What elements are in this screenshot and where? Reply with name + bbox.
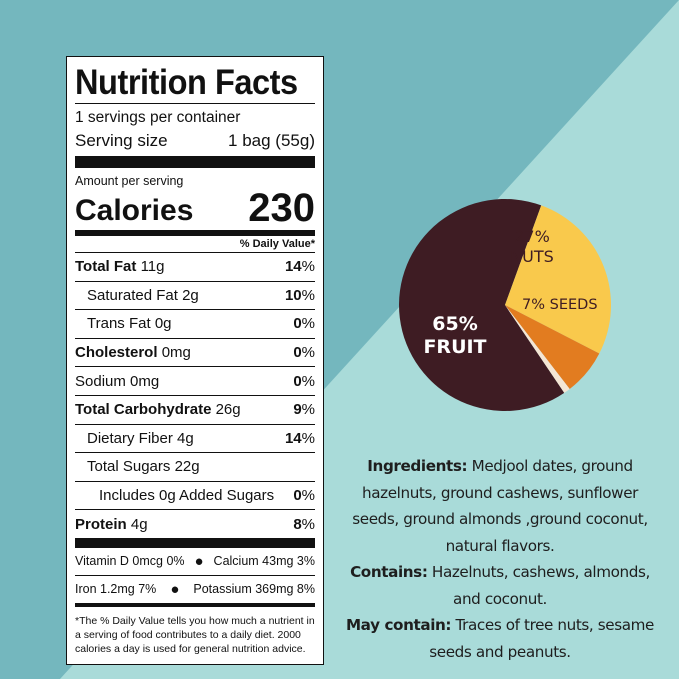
pie-label-seeds: 7% SEEDS <box>522 297 598 313</box>
nutrient-label: Includes 0g Added Sugars <box>99 487 275 505</box>
nutrient-label: Dietary Fiber <box>87 429 173 447</box>
pie-label-seeds-name: SEEDS <box>550 297 598 313</box>
medium-divider <box>75 230 315 236</box>
nutrient-row-total-fat: Total Fat 11g 14% <box>75 252 315 281</box>
nutrient-row-saturated-fat: Saturated Fat 2g 10% <box>75 280 315 310</box>
nutrient-row-cholesterol: Cholesterol 0mg 0% <box>75 337 315 367</box>
daily-value-header: % Daily Value* <box>239 238 315 250</box>
nutrient-amount: 11g <box>140 258 165 276</box>
nutrition-title: Nutrition Facts <box>75 63 298 102</box>
nutrient-label: Sodium <box>75 372 126 390</box>
nutrient-row-sodium: Sodium 0mg 0% <box>75 366 315 395</box>
nutrient-label: Total Sugars <box>87 458 171 476</box>
pie-slice-nuts <box>505 205 612 354</box>
composition-pie: 65% FRUIT 27% NUTS 7% SEEDS <box>399 198 612 411</box>
nutrition-facts-label: Nutrition Facts 1 servings per container… <box>66 56 324 665</box>
vitamin-row: Vitamin D 0mcg 0% ● Calcium 43mg 3% <box>75 548 315 575</box>
nutrient-row-trans-fat: Trans Fat 0g 0% <box>75 309 315 338</box>
serving-size-value: 1 bag (55g) <box>228 131 315 150</box>
nutrient-dv: 0 <box>293 315 302 333</box>
pie-slice-other <box>505 305 570 393</box>
nutrient-dv: 14 <box>284 258 302 276</box>
serving-size-label: Serving size <box>75 131 168 150</box>
pie-label-fruit-percent: 65% <box>432 313 477 335</box>
servings-per-container: 1 servings per container <box>75 109 241 126</box>
daily-value-footnote: *The % Daily Value tells you how much a … <box>75 602 315 656</box>
nutrient-amount: 0mg <box>130 372 160 390</box>
nutrient-dv: 0 <box>293 487 302 505</box>
divider <box>75 103 315 104</box>
ingredients-label: Ingredients: <box>367 457 468 475</box>
nutrient-amount: 4g <box>130 515 148 533</box>
nutrient-dv: 8 <box>293 515 302 533</box>
nutrient-label: Total Carbohydrate <box>75 401 212 419</box>
nutrient-label: Protein <box>75 515 127 533</box>
nutrient-label: Total Fat <box>75 258 137 276</box>
may-contain-label: May contain: <box>345 616 452 634</box>
nutrient-dv: 0 <box>293 344 302 362</box>
pie-label-nuts: NUTS <box>510 247 554 266</box>
nutrient-label: Saturated Fat <box>87 286 178 304</box>
pie-slice-fruit <box>399 198 565 411</box>
nutrient-amount: 26g <box>215 401 241 419</box>
nutrient-amount: 22g <box>174 458 200 476</box>
calories-row: Calories 230 <box>75 188 315 228</box>
vitamin-d: Vitamin D 0mcg 0% <box>75 554 185 569</box>
nutrient-row-total-carbohydrate: Total Carbohydrate 26g 9% <box>75 394 315 424</box>
nutrient-amount: 0mg <box>161 344 191 362</box>
nutrient-row-dietary-fiber: Dietary Fiber 4g 14% <box>75 423 315 453</box>
nutrient-dv: 14 <box>284 429 302 447</box>
amount-per-serving: Amount per serving <box>75 174 184 188</box>
contains-label: Contains: <box>350 563 428 581</box>
nutrient-amount: 0g <box>154 315 172 333</box>
bullet: ● <box>170 580 180 598</box>
calories-label: Calories <box>75 194 194 227</box>
calcium: Calcium 43mg 3% <box>213 554 315 569</box>
contains-text: Hazelnuts, cashews, almonds, and coconut… <box>427 563 650 608</box>
bullet: ● <box>194 552 204 570</box>
pie-label-nuts-percent: 27% <box>514 227 550 246</box>
may-contain-text: Traces of tree nuts, sesame seeds and pe… <box>429 616 655 661</box>
nutrient-dv: 0 <box>293 372 302 390</box>
vitamin-row: Iron 1.2mg 7% ● Potassium 369mg 8% <box>75 574 315 603</box>
calories-value: 230 <box>248 186 315 230</box>
nutrient-label: Cholesterol <box>75 344 158 362</box>
vitamins-section: Vitamin D 0mcg 0% ● Calcium 43mg 3% Iron… <box>75 548 315 603</box>
pie-slice-seeds <box>505 305 600 389</box>
pie-label-fruit: FRUIT <box>423 336 486 358</box>
thick-divider <box>75 156 315 168</box>
iron: Iron 1.2mg 7% <box>75 582 157 597</box>
nutrient-row-protein: Protein 4g 8% <box>75 509 315 538</box>
ingredients-block: Ingredients: Medjool dates, ground hazel… <box>340 453 660 665</box>
thick-divider <box>75 537 315 548</box>
nutrient-dv: 9 <box>293 401 302 419</box>
potassium: Potassium 369mg 8% <box>193 582 315 597</box>
serving-size-row: Serving size 1 bag (55g) <box>75 128 315 154</box>
nutrient-row-total-sugars: Total Sugars 22g <box>75 452 315 481</box>
nutrient-dv: 10 <box>284 286 302 304</box>
ingredients-text: Medjool dates, ground hazelnuts, ground … <box>352 457 648 555</box>
pie-label-seeds-percent: 7% <box>522 297 545 313</box>
nutrient-row-added-sugars: Includes 0g Added Sugars 0% <box>75 480 315 510</box>
nutrient-amount: 2g <box>182 286 199 304</box>
nutrient-amount: 4g <box>177 429 194 447</box>
nutrient-label: Trans Fat <box>87 315 151 333</box>
